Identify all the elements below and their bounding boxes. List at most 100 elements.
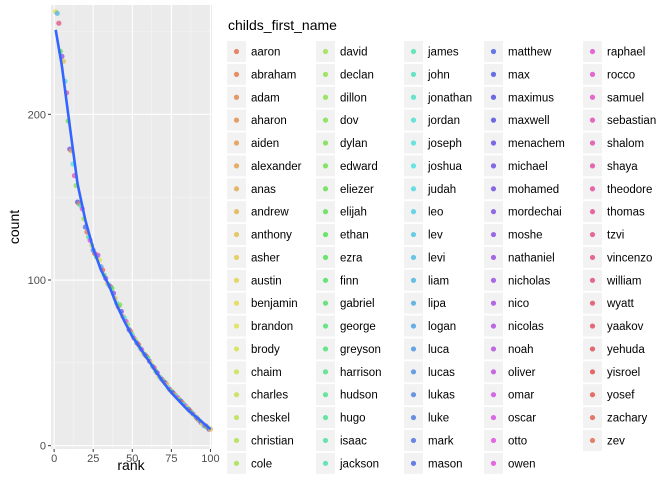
legend-label: brody (251, 344, 280, 356)
legend-label: joseph (427, 138, 462, 150)
legend-key (490, 71, 497, 77)
legend-label: oscar (508, 413, 536, 425)
legend-label: jonathan (427, 92, 472, 104)
legend-label: omar (508, 390, 534, 402)
legend-label: adam (251, 92, 280, 104)
legend-key (589, 323, 596, 329)
legend-key (490, 277, 497, 283)
legend-label: isaac (340, 435, 367, 447)
data-point (56, 20, 62, 26)
legend-key (322, 300, 329, 306)
legend-label: raphael (607, 47, 645, 59)
legend-key (589, 186, 596, 192)
legend-label: max (508, 69, 530, 81)
legend-key (233, 392, 240, 398)
legend-label: chaim (251, 367, 282, 379)
legend-label: cole (251, 458, 272, 470)
legend-label: maxwell (508, 115, 550, 127)
legend-key (322, 48, 329, 55)
legend-label: levi (428, 252, 445, 264)
y-tick-label: 200 (28, 109, 46, 121)
legend-key (490, 369, 497, 375)
legend-key (233, 140, 240, 146)
legend-key (410, 231, 417, 238)
legend-label: david (340, 47, 368, 59)
legend-label: leo (428, 207, 443, 219)
legend-label: dylan (340, 138, 368, 150)
legend-key (410, 437, 417, 444)
legend-key (410, 117, 417, 123)
legend-label: maximus (508, 92, 554, 104)
legend: aaron abraham adam aharon aiden alexander anas… (227, 41, 656, 474)
legend-label: shaya (607, 161, 638, 173)
legend-key (490, 117, 497, 123)
legend-label: zev (607, 435, 625, 447)
legend-key (490, 186, 497, 192)
legend-label: matthew (508, 47, 552, 59)
x-tick-label: 100 (201, 453, 219, 465)
y-tick-label: 100 (28, 275, 46, 287)
legend-key (233, 209, 240, 215)
legend-key (233, 254, 240, 261)
legend-key (410, 209, 417, 215)
legend-key (410, 300, 417, 306)
legend-key (410, 163, 417, 169)
legend-label: charles (251, 390, 288, 402)
legend-key (322, 277, 329, 283)
legend-label: dov (340, 115, 359, 127)
legend-key (589, 71, 596, 77)
legend-key (233, 300, 240, 306)
legend-key (589, 140, 596, 146)
legend-key (322, 414, 329, 421)
legend-label: liam (428, 275, 449, 287)
legend-key (233, 346, 240, 352)
legend-label: aharon (251, 115, 287, 127)
legend-key (233, 117, 240, 123)
legend-label: hudson (340, 390, 378, 402)
legend-label: judah (427, 184, 456, 196)
legend-label: nicolas (508, 321, 544, 333)
legend-key (490, 414, 497, 421)
legend-key (589, 48, 596, 55)
legend-key (322, 186, 329, 192)
legend-label: nico (508, 298, 529, 310)
legend-label: michael (508, 161, 548, 173)
legend-label: moshe (508, 230, 543, 242)
legend-label: aaron (251, 47, 280, 59)
legend-label: andrew (251, 207, 289, 219)
legend-label: jordan (427, 115, 460, 127)
legend-key (410, 71, 417, 77)
legend-key (490, 300, 497, 306)
legend-key (490, 460, 497, 466)
legend-key (410, 460, 417, 466)
legend-label: cheskel (251, 413, 290, 425)
legend-label: asher (251, 252, 280, 264)
legend-key (233, 277, 240, 283)
legend-label: aiden (251, 138, 279, 150)
y-tick-label: 0 (40, 441, 46, 453)
legend-key (410, 369, 417, 375)
legend-label: nicholas (508, 275, 550, 287)
x-tick-label: 25 (87, 453, 99, 465)
legend-key (410, 48, 417, 55)
legend-label: shalom (607, 138, 644, 150)
legend-key (589, 209, 596, 215)
plot-panel (51, 5, 212, 449)
legend-label: anas (251, 184, 276, 196)
legend-key (233, 94, 240, 100)
legend-label: noah (508, 344, 534, 356)
legend-key (322, 254, 329, 261)
legend-key (322, 369, 329, 375)
x-tick-label: 75 (165, 453, 177, 465)
legend-label: yosef (607, 390, 635, 402)
legend-key (410, 140, 417, 146)
legend-label: dillon (340, 92, 367, 104)
legend-label: luca (428, 344, 450, 356)
legend-key (490, 163, 497, 169)
legend-key (589, 300, 596, 306)
legend-key (490, 392, 497, 398)
legend-key (589, 163, 596, 169)
legend-label: sebastian (607, 115, 656, 127)
legend-label: otto (508, 435, 527, 447)
